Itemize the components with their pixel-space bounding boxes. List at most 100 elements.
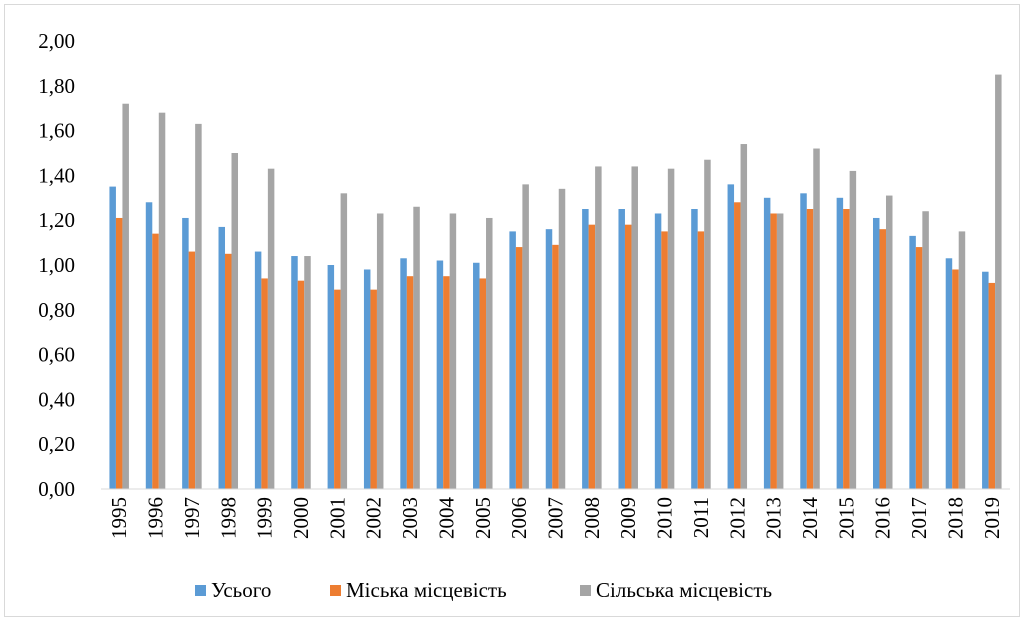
legend-label: Усього xyxy=(211,578,271,602)
bar-rural-2002 xyxy=(376,213,384,490)
x-tick-label: 1998 xyxy=(216,497,240,539)
bar-rural-2009 xyxy=(631,166,638,489)
x-tick-label: 2014 xyxy=(798,497,822,540)
legend-swatch xyxy=(580,585,591,596)
y-tick-label: 1,60 xyxy=(38,119,75,143)
bar-urban-1999 xyxy=(261,278,268,489)
bar-total-2002 xyxy=(363,269,371,489)
bar-rural-2016 xyxy=(885,195,893,489)
bar-rural-2005 xyxy=(486,217,493,489)
x-tick-label: 2002 xyxy=(362,497,386,539)
x-tick-label: 2019 xyxy=(980,497,1004,539)
x-tick-label: 2016 xyxy=(871,497,895,539)
legend-swatch xyxy=(195,585,206,596)
bar-rural-2019 xyxy=(995,74,1002,489)
bar-urban-2000 xyxy=(297,280,305,489)
bar-rural-2014 xyxy=(813,148,820,489)
bar-urban-2019 xyxy=(988,282,996,489)
y-tick-label: 2,00 xyxy=(38,29,75,53)
bar-urban-2016 xyxy=(879,229,886,489)
bar-rural-2001 xyxy=(340,193,348,489)
bar-rural-2017 xyxy=(922,211,929,490)
bar-rural-2015 xyxy=(849,170,857,490)
y-axis: 0,00 0,20 0,40 0,60 0,80 1,00 1,20 1,40 1,60 1,80… xyxy=(38,29,75,501)
bar-total-1996 xyxy=(145,202,153,489)
bar-chart: 0,00 0,20 0,40 0,60 0,80 1,00 1,20 1,40 1,60 1,80… xyxy=(38,29,1010,602)
x-tick-label: 2010 xyxy=(653,497,677,539)
bar-total-2017 xyxy=(909,235,916,489)
bar-rural-2012 xyxy=(740,144,748,490)
bar-total-2011 xyxy=(691,209,698,489)
bar-rural-2013 xyxy=(776,213,784,490)
x-tick-label: 1999 xyxy=(253,497,277,539)
x-tick-label: 2015 xyxy=(834,497,858,539)
bar-urban-2003 xyxy=(406,276,414,489)
bar-rural-1995 xyxy=(122,103,129,489)
bar-rural-1996 xyxy=(158,112,166,490)
x-tick-label: 2018 xyxy=(943,497,967,539)
bar-rural-2004 xyxy=(449,213,457,490)
x-tick-label: 2011 xyxy=(689,497,713,538)
bar-total-2010 xyxy=(654,213,662,490)
bar-rural-2007 xyxy=(558,188,566,489)
bar-rural-1997 xyxy=(195,123,202,489)
y-tick-label: 0,40 xyxy=(38,387,75,411)
x-tick-label: 2001 xyxy=(325,497,349,539)
bar-total-2012 xyxy=(727,184,735,490)
x-tick-label: 1995 xyxy=(107,497,131,539)
bar-total-2003 xyxy=(400,258,407,489)
bar-rural-2010 xyxy=(667,168,675,489)
bar-total-2000 xyxy=(291,256,298,489)
bar-total-2018 xyxy=(945,258,953,489)
x-tick-label: 1997 xyxy=(180,497,204,539)
bar-rural-2008 xyxy=(595,166,602,489)
bar-total-1998 xyxy=(218,226,226,490)
bar-urban-2005 xyxy=(479,278,487,489)
bar-urban-2018 xyxy=(952,269,959,489)
bar-total-2005 xyxy=(473,262,480,489)
bar-urban-2001 xyxy=(334,289,341,489)
bar-rural-2011 xyxy=(704,159,711,489)
x-tick-label: 1996 xyxy=(144,497,168,539)
bar-urban-2007 xyxy=(552,244,559,489)
bar-urban-1995 xyxy=(115,217,123,489)
bar-total-2015 xyxy=(836,197,844,490)
bar-urban-2011 xyxy=(697,231,705,489)
bar-total-2013 xyxy=(763,197,771,490)
bar-urban-1998 xyxy=(225,253,232,489)
bar-urban-2015 xyxy=(843,209,850,489)
y-tick-label: 1,00 xyxy=(38,253,75,277)
bar-rural-2000 xyxy=(304,256,311,489)
bar-rural-2003 xyxy=(413,206,420,489)
bar-total-1997 xyxy=(182,217,189,489)
x-tick-label: 2009 xyxy=(616,497,640,539)
bars xyxy=(109,74,1002,490)
bar-urban-2012 xyxy=(734,202,741,489)
bar-urban-2014 xyxy=(806,209,814,489)
y-tick-label: 0,60 xyxy=(38,343,75,367)
bar-total-2019 xyxy=(982,271,989,489)
bar-total-1999 xyxy=(254,251,262,489)
bar-rural-2018 xyxy=(958,231,966,489)
bar-total-2016 xyxy=(872,217,880,489)
x-tick-label: 2004 xyxy=(434,497,458,540)
bar-total-2007 xyxy=(545,229,553,489)
legend-swatch xyxy=(330,585,341,596)
bar-urban-2010 xyxy=(661,231,668,489)
bar-total-2004 xyxy=(436,260,444,489)
bar-urban-2002 xyxy=(370,289,377,489)
y-tick-label: 1,40 xyxy=(38,163,75,187)
legend: Усього Міська місцевість Сільська місцевіс… xyxy=(195,578,772,602)
bar-total-2006 xyxy=(509,231,516,489)
x-tick-label: 2012 xyxy=(725,497,749,539)
bar-urban-2008 xyxy=(588,224,596,489)
bar-rural-1998 xyxy=(231,153,239,489)
chart-frame: 0,00 0,20 0,40 0,60 0,80 1,00 1,20 1,40 1,60 1,80… xyxy=(4,4,1020,617)
x-tick-label: 2008 xyxy=(580,497,604,539)
y-tick-label: 0,00 xyxy=(38,477,75,501)
x-tick-label: 2013 xyxy=(762,497,786,539)
bar-urban-2004 xyxy=(443,276,450,489)
bar-urban-2009 xyxy=(624,224,632,489)
x-tick-label: 2007 xyxy=(544,497,568,539)
bar-urban-2013 xyxy=(770,213,777,490)
